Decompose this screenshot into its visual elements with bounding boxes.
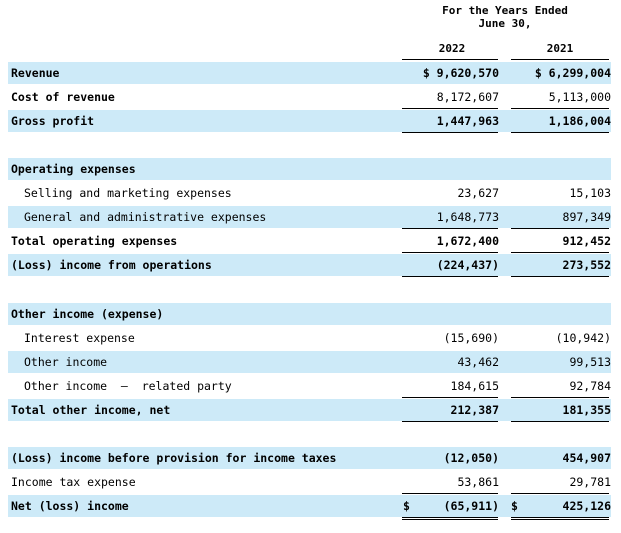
subtotal-rule-2021 bbox=[511, 493, 609, 494]
period-header-line2: June 30, bbox=[478, 17, 532, 30]
row-label: Gross profit bbox=[11, 114, 95, 128]
row-income-before-taxes: (Loss) income before provision for incom… bbox=[8, 447, 611, 469]
section-label: Operating expenses bbox=[11, 162, 136, 176]
row-operating-expenses-header: Operating expenses bbox=[8, 158, 611, 180]
row-label: General and administrative expenses bbox=[24, 210, 267, 224]
year-header-underline-2022 bbox=[402, 59, 498, 60]
value-2022: 53,861 bbox=[457, 475, 499, 489]
period-header: For the Years Ended June 30, bbox=[400, 4, 610, 30]
currency-symbol-2022: $ bbox=[403, 499, 410, 513]
double-rule-2021 bbox=[511, 517, 609, 520]
value-2021: 1,186,004 bbox=[548, 114, 611, 128]
row-cost-of-revenue: Cost of revenue 8,172,607 5,113,000 bbox=[8, 86, 611, 108]
subtotal-rule-2022 bbox=[402, 252, 498, 253]
subtotal-rule-2021 bbox=[511, 228, 609, 229]
row-total-other-income: Total other income, net 212,387 181,355 bbox=[8, 399, 611, 421]
row-label: Net (loss) income bbox=[11, 499, 129, 513]
row-selling-marketing: Selling and marketing expenses 23,627 15… bbox=[8, 182, 611, 204]
row-label: (Loss) income from operations bbox=[11, 258, 212, 272]
year-header-2022: 2022 bbox=[438, 42, 466, 55]
row-net-income: Net (loss) income $ (65,911) $ 425,126 bbox=[8, 495, 611, 517]
row-other-income: Other income 43,462 99,513 bbox=[8, 351, 611, 373]
value-2022: 184,615 bbox=[450, 379, 499, 393]
period-header-line1: For the Years Ended bbox=[442, 4, 568, 17]
value-2022: (12,050) bbox=[443, 451, 499, 465]
value-2021: 425,126 bbox=[562, 499, 611, 513]
value-2022: $ 9,620,570 bbox=[422, 66, 499, 80]
value-2021: (10,942) bbox=[555, 331, 611, 345]
row-label: (Loss) income before provision for incom… bbox=[11, 451, 337, 465]
total-rule-2022 bbox=[402, 132, 498, 133]
row-gross-profit: Gross profit 1,447,963 1,186,004 bbox=[8, 110, 611, 132]
value-2022: (15,690) bbox=[443, 331, 499, 345]
value-2021: 92,784 bbox=[569, 379, 611, 393]
value-2021: 99,513 bbox=[569, 355, 611, 369]
value-2022: 1,648,773 bbox=[436, 210, 499, 224]
value-2022: 1,672,400 bbox=[436, 234, 499, 248]
total-rule-2021 bbox=[511, 276, 609, 277]
total-rule-2021 bbox=[511, 421, 609, 422]
row-other-income-related-party: Other income – related party 184,615 92,… bbox=[8, 375, 611, 397]
double-rule-2022 bbox=[402, 517, 498, 520]
total-rule-2021 bbox=[511, 132, 609, 133]
row-label: Interest expense bbox=[24, 331, 135, 345]
value-2021: 897,349 bbox=[562, 210, 611, 224]
value-2021: 181,355 bbox=[562, 403, 611, 417]
row-label: Total operating expenses bbox=[11, 234, 178, 248]
total-rule-2022 bbox=[402, 421, 498, 422]
subtotal-rule-2021 bbox=[511, 397, 609, 398]
value-2022: (65,911) bbox=[443, 499, 499, 513]
value-2021: 454,907 bbox=[562, 451, 611, 465]
value-2021: 5,113,000 bbox=[548, 90, 611, 104]
subtotal-rule-2021 bbox=[511, 252, 609, 253]
value-2021: 15,103 bbox=[569, 186, 611, 200]
subtotal-rule-2021 bbox=[511, 108, 609, 109]
value-2021: 273,552 bbox=[562, 258, 611, 272]
value-2022: 212,387 bbox=[450, 403, 499, 417]
value-2022: 8,172,607 bbox=[436, 90, 499, 104]
subtotal-rule-2022 bbox=[402, 108, 498, 109]
row-label: Selling and marketing expenses bbox=[24, 186, 232, 200]
value-2021: 912,452 bbox=[562, 234, 611, 248]
subtotal-rule-2022 bbox=[402, 493, 498, 494]
value-2022: 23,627 bbox=[457, 186, 499, 200]
row-label: Revenue bbox=[11, 66, 60, 80]
row-total-operating-expenses: Total operating expenses 1,672,400 912,4… bbox=[8, 230, 611, 252]
value-2021: 29,781 bbox=[569, 475, 611, 489]
row-label: Other income – related party bbox=[24, 379, 232, 393]
subtotal-rule-2022 bbox=[402, 397, 498, 398]
year-header-2021: 2021 bbox=[546, 42, 574, 55]
row-label: Other income bbox=[24, 355, 108, 369]
row-income-tax-expense: Income tax expense 53,861 29,781 bbox=[8, 471, 611, 493]
total-rule-2022 bbox=[402, 276, 498, 277]
row-income-from-operations: (Loss) income from operations (224,437) … bbox=[8, 254, 611, 276]
row-revenue: Revenue $ 9,620,570 $ 6,299,004 bbox=[8, 62, 611, 84]
section-label: Other income (expense) bbox=[11, 307, 164, 321]
value-2021: $ 6,299,004 bbox=[534, 66, 611, 80]
currency-symbol-2021: $ bbox=[511, 499, 518, 513]
row-label: Income tax expense bbox=[11, 475, 136, 489]
row-general-administrative: General and administrative expenses 1,64… bbox=[8, 206, 611, 228]
row-other-income-header: Other income (expense) bbox=[8, 303, 611, 325]
value-2022: (224,437) bbox=[436, 258, 499, 272]
subtotal-rule-2022 bbox=[402, 228, 498, 229]
value-2022: 1,447,963 bbox=[436, 114, 499, 128]
value-2022: 43,462 bbox=[457, 355, 499, 369]
year-header-underline-2021 bbox=[511, 59, 609, 60]
row-interest-expense: Interest expense (15,690) (10,942) bbox=[8, 327, 611, 349]
row-label: Cost of revenue bbox=[11, 90, 115, 104]
row-label: Total other income, net bbox=[11, 403, 171, 417]
